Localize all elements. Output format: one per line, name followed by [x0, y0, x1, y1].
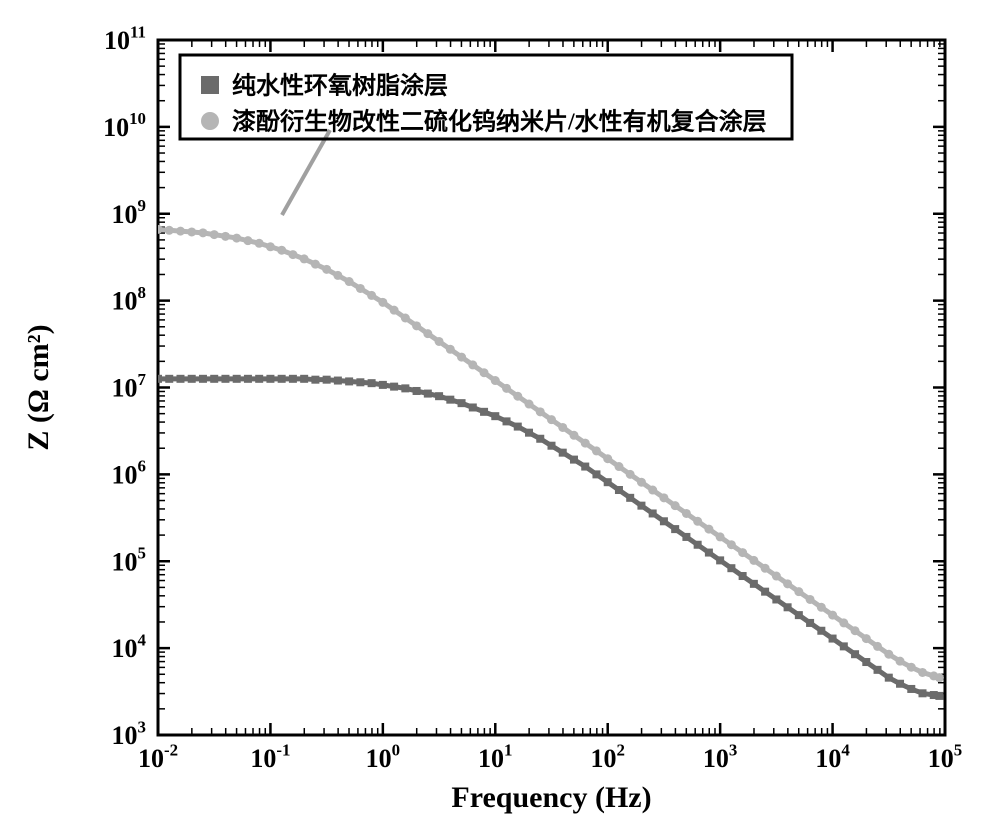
svg-text:Frequency (Hz): Frequency (Hz) [451, 781, 651, 814]
legend-label-series1: 纯水性环氧树脂涂层 [232, 71, 448, 99]
legend-label-series2: 漆酚衍生物改性二硫化钨纳米片/水性有机复合涂层 [232, 107, 767, 135]
svg-text:Z (Ω cm²): Z (Ω cm²) [22, 324, 55, 450]
bode-chart: 10-210-110010110210310410510310410510610… [0, 0, 1000, 823]
chart-canvas: 10-210-110010110210310410510310410510610… [0, 0, 1000, 823]
